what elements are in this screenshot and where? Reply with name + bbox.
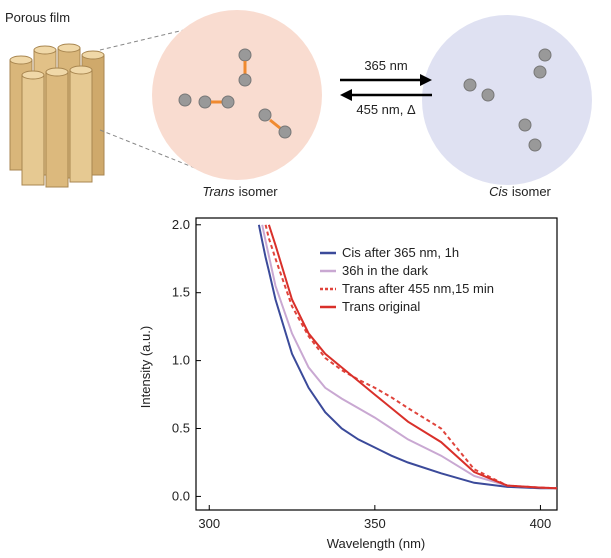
y-tick-label: 1.0 bbox=[172, 353, 190, 368]
porous-film bbox=[10, 44, 104, 187]
y-tick-label: 0.0 bbox=[172, 488, 190, 503]
legend-label: Trans after 455 nm,15 min bbox=[342, 281, 494, 296]
trans-circle bbox=[152, 10, 322, 180]
y-axis-title: Intensity (a.u.) bbox=[138, 326, 153, 408]
forward-label: 365 nm bbox=[364, 58, 407, 73]
legend-label: 36h in the dark bbox=[342, 263, 429, 278]
trans-label: Trans isomer bbox=[202, 184, 278, 199]
x-axis-title: Wavelength (nm) bbox=[327, 536, 426, 551]
legend-label: Trans original bbox=[342, 299, 420, 314]
y-tick-label: 1.5 bbox=[172, 285, 190, 300]
y-tick-label: 2.0 bbox=[172, 217, 190, 232]
cis-label: Cis isomer bbox=[489, 184, 551, 199]
cis-rest: isomer bbox=[512, 184, 552, 199]
x-tick-label: 400 bbox=[530, 516, 552, 531]
x-tick-label: 350 bbox=[364, 516, 386, 531]
legend-label: Cis after 365 nm, 1h bbox=[342, 245, 459, 260]
arrow-head bbox=[340, 89, 352, 101]
trans-rest: isomer bbox=[239, 184, 279, 199]
cis-italic: Cis bbox=[489, 184, 508, 199]
trans-italic: Trans bbox=[202, 184, 235, 199]
cis-circle bbox=[422, 15, 592, 185]
film-label: Porous film bbox=[5, 10, 70, 25]
figure: Porous film 365 nm 455 nm, Δ Trans isomer… bbox=[0, 0, 611, 553]
reverse-label: 455 nm, Δ bbox=[356, 102, 416, 117]
y-tick-label: 0.5 bbox=[172, 421, 190, 436]
plot-frame bbox=[196, 218, 557, 510]
x-tick-label: 300 bbox=[198, 516, 220, 531]
